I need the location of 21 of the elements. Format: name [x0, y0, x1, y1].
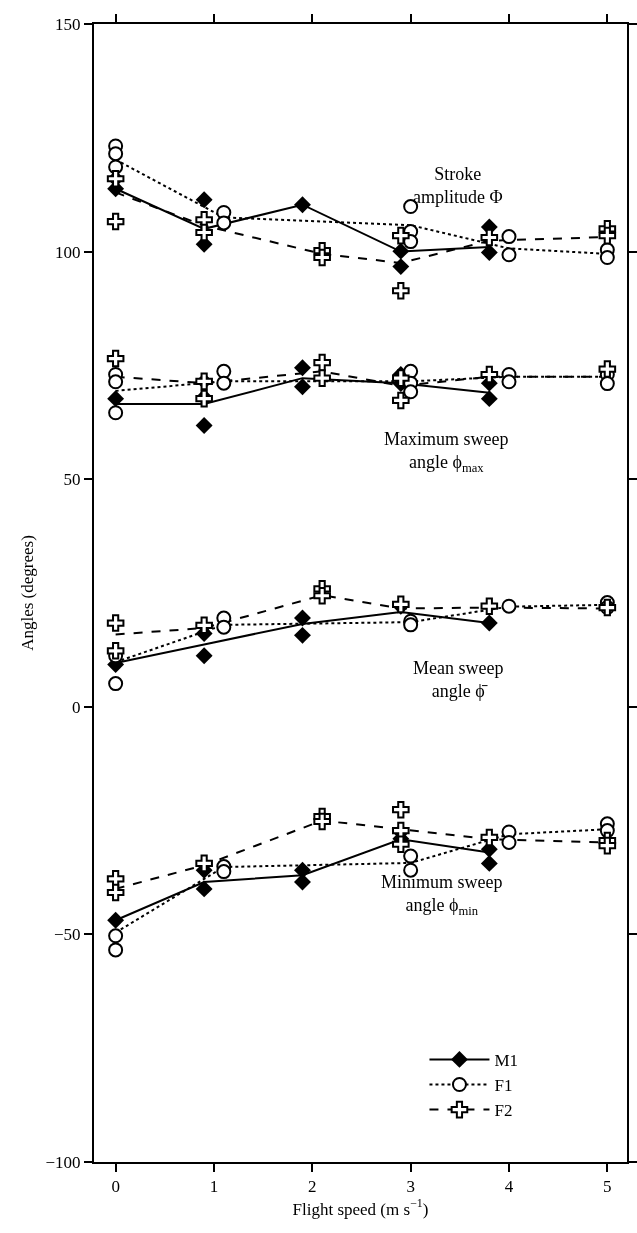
x-axis-title: Flight speed (m s$^{−1}$)	[292, 1196, 429, 1219]
y-tick-label: 150	[55, 14, 81, 34]
x-tick-label: 1	[209, 1177, 219, 1197]
legend-label: F2	[494, 1101, 513, 1121]
annotation: Stroke amplitude Φ	[413, 164, 503, 208]
annotation: Minimum sweep angle ϕ$_{min}$	[381, 872, 503, 919]
y-tick-label: 0	[72, 697, 81, 717]
x-tick-label: 4	[504, 1177, 514, 1197]
y-tick-label: −50	[54, 925, 81, 945]
y-axis-title: Angles (degrees)	[17, 535, 37, 651]
x-tick-label: 2	[308, 1177, 317, 1197]
annotation: Mean sweep angle ϕ̄	[413, 658, 504, 702]
y-tick-label: 100	[55, 242, 81, 262]
x-tick-label: 0	[111, 1177, 120, 1197]
legend-label: M1	[494, 1051, 519, 1071]
y-tick-label: −100	[45, 1152, 81, 1172]
y-tick-label: 50	[63, 470, 81, 490]
annotation: Maximum sweep angle ϕ$_{max}$	[384, 429, 509, 476]
x-tick-label: 5	[603, 1177, 612, 1197]
x-tick-label: 3	[406, 1177, 415, 1197]
legend-label: F1	[494, 1076, 513, 1096]
